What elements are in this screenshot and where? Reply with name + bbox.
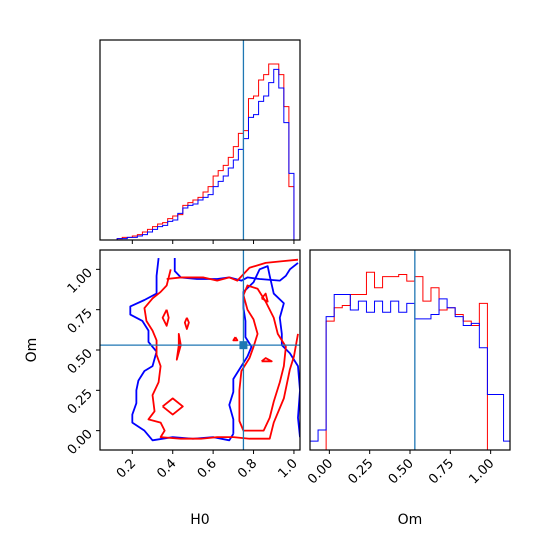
contour-series-1-line-9 bbox=[260, 292, 269, 303]
contour-series-1-line-5 bbox=[161, 309, 170, 327]
om-histogram-frame bbox=[309, 249, 511, 451]
contour-series-1-line-3 bbox=[162, 397, 184, 416]
contour-series-1-line-1 bbox=[238, 284, 287, 432]
om-ytick-label-4: 1.00 bbox=[65, 266, 96, 297]
h0-xtick-label-3: 0.8 bbox=[235, 456, 260, 481]
om-histogram-xticks: 0.00 0.25 0.50 0.75 1.00 bbox=[305, 450, 497, 487]
h0-om-contour-yticks: 0.00 0.25 0.50 0.75 1.00 bbox=[65, 266, 100, 458]
contour-series-1-line-7 bbox=[183, 317, 190, 330]
h0-histogram-ticks bbox=[131, 240, 295, 244]
h0-histogram-panel bbox=[99, 39, 301, 244]
om-ytick-label-1: 0.25 bbox=[65, 387, 96, 418]
om-ytick-label-2: 0.50 bbox=[65, 346, 96, 377]
h0-xtick-label-1: 0.4 bbox=[154, 456, 179, 481]
contour-series-1-line-6 bbox=[261, 357, 273, 363]
om-ytick-label-3: 0.75 bbox=[65, 306, 96, 337]
h0-histogram-plot bbox=[112, 40, 295, 240]
contour-series-1-line-8 bbox=[232, 336, 239, 342]
h0-xtick-label-4: 1.0 bbox=[276, 456, 301, 481]
om-xtick-label-3: 0.75 bbox=[426, 456, 457, 487]
om-xtick-label-4: 1.00 bbox=[466, 456, 497, 487]
om-xtick-label-0: 0.00 bbox=[305, 456, 336, 487]
om-ytick-label-0: 0.00 bbox=[65, 427, 96, 458]
om-axis-label: Om bbox=[24, 338, 40, 363]
contour-series-1-line-2 bbox=[166, 258, 299, 282]
om-histogram-plot bbox=[310, 250, 510, 450]
contour-series-0-line-1 bbox=[228, 265, 300, 438]
h0-om-contour-panel: 0.2 0.4 0.6 0.8 1.0 0.000.250.500.751.00 H0 … bbox=[24, 249, 301, 528]
om-xaxis-label: Om bbox=[398, 512, 423, 528]
contour-series-1-line-4 bbox=[175, 332, 182, 361]
h0-histogram-series-1 bbox=[112, 68, 295, 240]
h0-xtick-label-2: 0.6 bbox=[195, 456, 220, 481]
om-histogram-panel: 0.00 0.25 0.50 0.75 1.00 Om bbox=[305, 249, 511, 528]
om-histogram-series-0 bbox=[310, 271, 510, 450]
h0-om-contour-plot bbox=[100, 250, 300, 450]
om-xtick-label-1: 0.25 bbox=[345, 456, 376, 487]
h0-histogram-series-0 bbox=[112, 63, 295, 240]
om-histogram-series-1 bbox=[310, 293, 510, 450]
h0-histogram-frame bbox=[99, 39, 301, 241]
h0-xtick-label-0: 0.2 bbox=[114, 456, 139, 481]
contour-series-1-line-0 bbox=[143, 269, 299, 440]
truth-marker bbox=[239, 341, 248, 350]
contour-series-0-line-0 bbox=[129, 257, 235, 442]
h0-om-contour-xticks: 0.2 0.4 0.6 0.8 1.0 bbox=[114, 450, 301, 481]
h0-axis-label: H0 bbox=[190, 512, 209, 528]
om-xtick-label-2: 0.50 bbox=[386, 456, 417, 487]
